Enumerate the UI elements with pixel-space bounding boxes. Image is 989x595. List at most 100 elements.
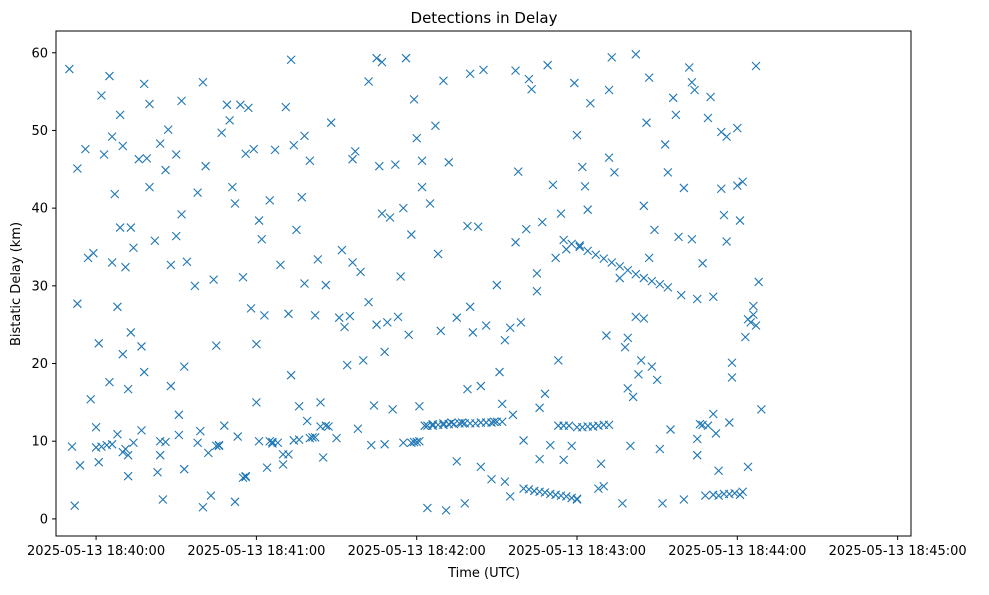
- data-point: [97, 442, 106, 452]
- data-point: [414, 401, 424, 411]
- chart-title: Detections in Delay: [411, 9, 558, 27]
- data-point: [193, 438, 202, 448]
- data-point: [321, 280, 331, 290]
- data-point: [690, 85, 699, 95]
- data-point: [252, 339, 261, 349]
- data-point: [372, 320, 382, 330]
- data-point: [321, 421, 331, 431]
- data-point: [348, 258, 357, 267]
- data-point: [604, 153, 614, 163]
- data-point: [113, 302, 122, 312]
- data-point: [730, 488, 740, 498]
- data-point: [115, 110, 125, 120]
- data-point: [284, 309, 293, 319]
- data-point: [297, 192, 307, 202]
- data-point: [631, 49, 641, 59]
- data-point: [663, 282, 673, 292]
- data-point: [137, 342, 146, 351]
- data-point: [695, 419, 705, 429]
- data-point: [553, 356, 563, 365]
- data-point: [241, 472, 251, 482]
- data-point: [398, 203, 408, 213]
- data-point: [286, 55, 296, 65]
- data-point: [211, 441, 221, 451]
- data-point: [636, 356, 646, 365]
- y-tick-label: 0: [40, 512, 48, 527]
- data-point: [230, 497, 240, 507]
- data-point: [388, 404, 398, 414]
- data-point: [602, 331, 611, 340]
- data-point: [722, 132, 732, 142]
- data-point: [145, 182, 154, 192]
- data-point: [425, 199, 435, 208]
- data-point: [687, 77, 697, 87]
- data-point: [278, 460, 288, 469]
- data-point: [390, 160, 400, 170]
- data-point: [569, 78, 579, 88]
- data-point: [348, 154, 357, 164]
- data-point: [631, 269, 641, 279]
- data-point: [105, 377, 114, 387]
- data-point: [158, 495, 168, 504]
- data-point: [110, 189, 120, 199]
- data-point: [724, 418, 734, 427]
- data-point: [222, 100, 232, 110]
- y-tick-label: 30: [31, 279, 48, 294]
- data-point: [572, 494, 582, 504]
- data-point: [692, 294, 702, 304]
- data-point: [420, 421, 430, 431]
- data-point: [489, 417, 499, 427]
- data-point: [276, 260, 285, 270]
- data-point: [535, 403, 544, 413]
- data-point: [575, 241, 585, 250]
- data-point: [476, 462, 486, 472]
- data-point: [727, 373, 737, 382]
- data-point: [719, 210, 729, 220]
- data-point: [385, 213, 395, 222]
- data-point: [105, 71, 114, 81]
- data-point: [615, 262, 625, 271]
- data-point: [708, 292, 718, 302]
- data-point: [406, 230, 416, 239]
- data-point: [748, 310, 758, 319]
- data-point: [703, 113, 713, 123]
- data-point: [497, 399, 507, 409]
- data-point: [265, 195, 275, 205]
- data-point: [732, 123, 742, 133]
- data-point: [337, 245, 347, 255]
- data-point: [714, 466, 724, 476]
- data-point: [639, 314, 649, 323]
- data-point: [155, 139, 165, 149]
- data-point: [626, 441, 635, 451]
- data-point: [567, 239, 577, 249]
- data-point: [161, 437, 170, 447]
- data-point: [452, 457, 462, 466]
- data-point: [203, 448, 213, 458]
- data-point: [273, 438, 283, 448]
- data-point: [67, 442, 77, 452]
- data-point: [476, 381, 486, 391]
- data-point: [305, 156, 315, 166]
- data-point: [746, 317, 756, 327]
- data-point: [444, 157, 454, 167]
- data-point: [254, 436, 264, 446]
- data-point: [751, 61, 761, 71]
- data-point: [123, 450, 133, 460]
- data-point: [99, 150, 109, 159]
- data-point: [129, 243, 138, 253]
- data-point: [310, 432, 320, 442]
- data-point: [431, 121, 440, 131]
- data-point: [289, 140, 299, 150]
- y-tick-label: 40: [31, 202, 48, 217]
- data-point: [417, 156, 427, 166]
- data-point: [75, 460, 85, 470]
- data-point: [644, 73, 654, 83]
- data-point: [644, 253, 654, 263]
- data-point: [740, 332, 750, 342]
- data-point: [596, 459, 606, 469]
- data-point: [286, 370, 296, 380]
- data-point: [350, 147, 360, 156]
- data-point: [377, 57, 387, 67]
- data-point: [628, 392, 638, 402]
